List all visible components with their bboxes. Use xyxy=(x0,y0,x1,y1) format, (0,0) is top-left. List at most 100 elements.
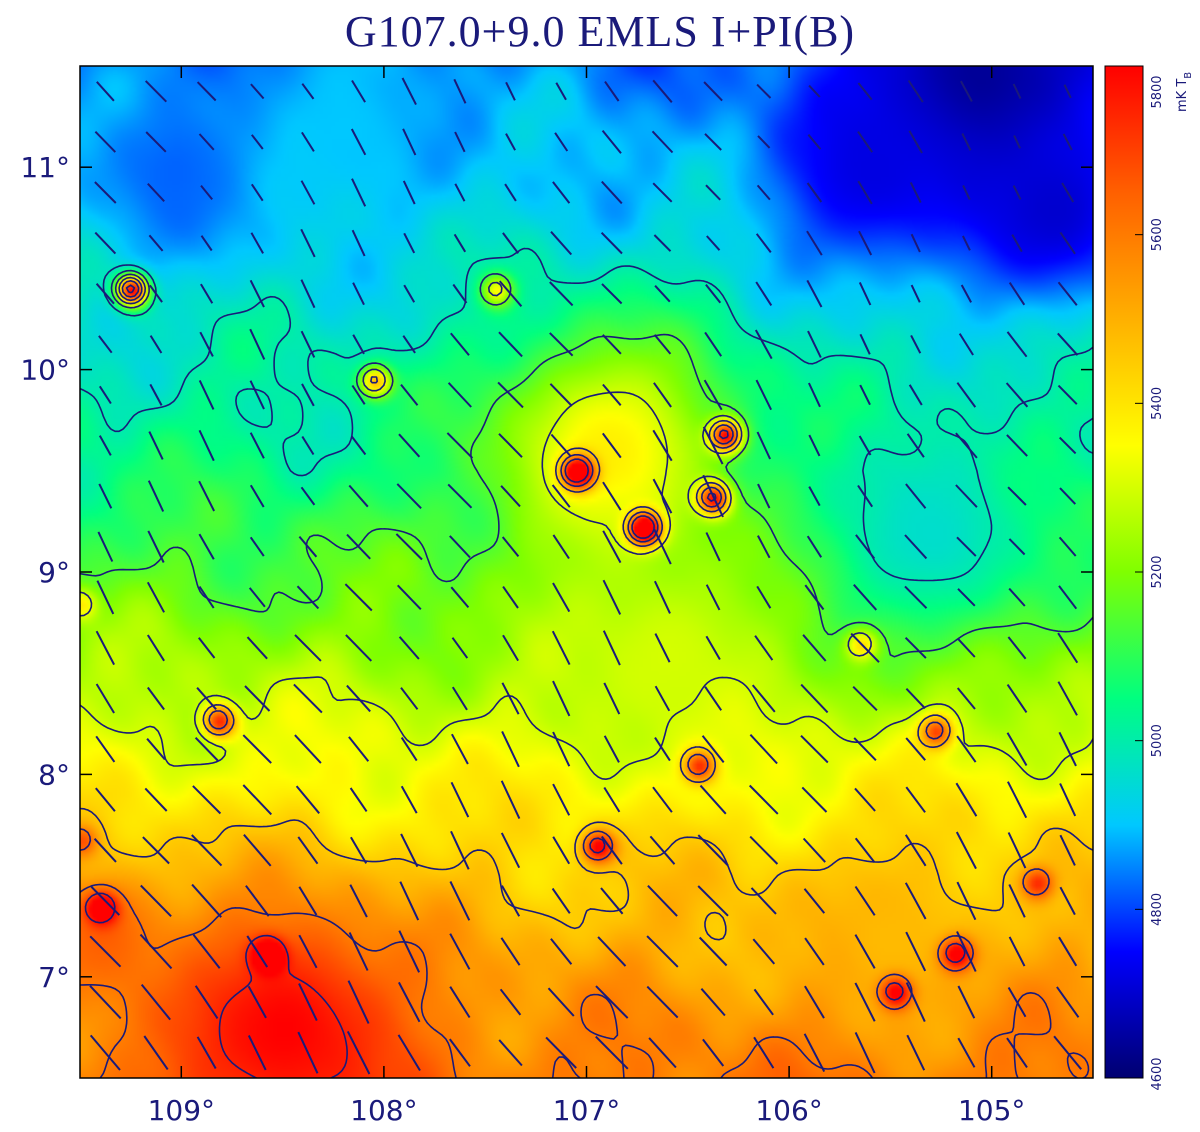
polarization-vector xyxy=(249,279,265,308)
polarization-vector xyxy=(505,133,516,151)
polarization-vector xyxy=(857,82,873,101)
polarization-vector xyxy=(960,284,972,303)
polarization-vector xyxy=(857,484,874,508)
polarization-vector xyxy=(400,833,419,868)
polarization-vector xyxy=(961,133,972,151)
polarization-vector xyxy=(955,484,978,508)
polarization-vector xyxy=(194,737,219,762)
polarization-vector xyxy=(956,687,976,710)
polarization-vector xyxy=(1008,884,1026,918)
polarization-vector xyxy=(808,434,821,457)
polarization-vector xyxy=(200,283,214,304)
polarization-vector xyxy=(857,180,873,205)
polarization-vector xyxy=(450,586,470,609)
polarization-vector xyxy=(602,630,621,666)
polarization-vector xyxy=(300,279,316,309)
polarization-vector xyxy=(962,184,971,201)
polarization-vector xyxy=(1059,487,1077,505)
polarization-vector xyxy=(800,734,829,764)
chart-title: G107.0+9.0 EMLS I+PI(B) xyxy=(344,7,856,56)
polarization-vector xyxy=(550,938,573,965)
polarization-vector xyxy=(351,178,367,207)
polarization-vector xyxy=(247,1035,267,1071)
polarization-vector xyxy=(705,584,721,611)
polarization-vector xyxy=(850,632,880,663)
polarization-vector xyxy=(648,1037,677,1069)
polarization-vector xyxy=(807,330,822,358)
polarization-vector xyxy=(654,285,671,303)
polarization-vector xyxy=(246,636,268,660)
polarization-vector xyxy=(450,781,470,818)
polarization-vector xyxy=(300,486,316,506)
polarization-vector xyxy=(351,384,366,405)
polarization-vector xyxy=(547,987,575,1017)
polarization-vector xyxy=(1005,382,1029,408)
colorbar-label-main: mK T xyxy=(1175,79,1190,112)
polarization-vector xyxy=(144,787,168,812)
polarization-vector xyxy=(90,885,121,916)
polarization-vector xyxy=(957,985,976,1019)
polarization-vector xyxy=(654,737,671,762)
polarization-vector xyxy=(804,985,825,1019)
polarization-vector xyxy=(139,933,173,970)
polarization-vector xyxy=(498,433,523,458)
polarization-vector xyxy=(451,686,468,711)
colorbar-label-subscript: B xyxy=(1183,72,1194,79)
polarization-vector xyxy=(1008,587,1026,607)
polarization-vector xyxy=(756,585,772,609)
polarization-vector xyxy=(449,881,471,921)
polarization-vector xyxy=(351,435,367,456)
polarization-vector xyxy=(904,636,927,659)
polarization-vector xyxy=(242,784,273,816)
colorbar-tick-label: 5600 xyxy=(1150,218,1165,251)
polarization-vector xyxy=(551,484,571,508)
polarization-vector xyxy=(602,481,622,511)
polarization-vector xyxy=(705,283,722,304)
polarization-vector xyxy=(400,687,419,710)
polarization-vector xyxy=(249,328,266,360)
polarization-vector xyxy=(552,534,570,560)
polarization-vector xyxy=(242,734,272,764)
polarization-vector xyxy=(1058,436,1077,455)
polarization-vector xyxy=(705,184,721,201)
polarization-vector xyxy=(298,983,318,1022)
polarization-vector xyxy=(350,128,367,156)
polarization-vector xyxy=(854,1031,876,1074)
y-axis: 7° 8° 9° 10° 11° xyxy=(20,151,1093,994)
polarization-vector xyxy=(1057,281,1078,306)
polarization-vector xyxy=(699,784,727,815)
polarization-vector xyxy=(757,535,771,559)
polarization-vector xyxy=(500,937,521,966)
polarization-vector xyxy=(250,183,264,202)
polarization-vector xyxy=(346,684,371,713)
polarization-vector xyxy=(198,429,215,462)
polarization-vector xyxy=(755,379,772,411)
polarization-vector xyxy=(854,934,876,969)
polarization-vector xyxy=(348,736,370,762)
polarization-vector xyxy=(604,81,620,102)
polarization-vector xyxy=(651,130,674,154)
polarization-vector xyxy=(94,231,117,255)
polarization-vector xyxy=(1013,135,1021,149)
brightness-temperature-map xyxy=(80,66,1093,1078)
polarization-vector xyxy=(910,284,921,303)
polarization-vector xyxy=(545,1036,577,1069)
polarization-vector xyxy=(251,134,264,150)
polarization-vector xyxy=(646,985,679,1019)
polarization-vector xyxy=(296,585,320,610)
polarization-vector xyxy=(1006,732,1028,767)
polarization-vector xyxy=(653,528,672,565)
y-tick-label: 7° xyxy=(38,961,70,994)
polarization-vector xyxy=(140,983,171,1021)
polarization-vector xyxy=(499,988,522,1016)
polarization-vector xyxy=(198,133,215,151)
polarization-vector xyxy=(250,83,265,100)
polarization-vector xyxy=(550,231,573,256)
polarization-vector xyxy=(1059,886,1076,916)
x-axis: 109° 108° 107° 106° 105° xyxy=(148,66,1025,1127)
polarization-vector xyxy=(398,636,420,660)
polarization-vector xyxy=(859,384,871,406)
polarization-vector xyxy=(859,333,871,355)
polarization-vector xyxy=(749,734,778,765)
polarization-vector xyxy=(800,683,829,714)
